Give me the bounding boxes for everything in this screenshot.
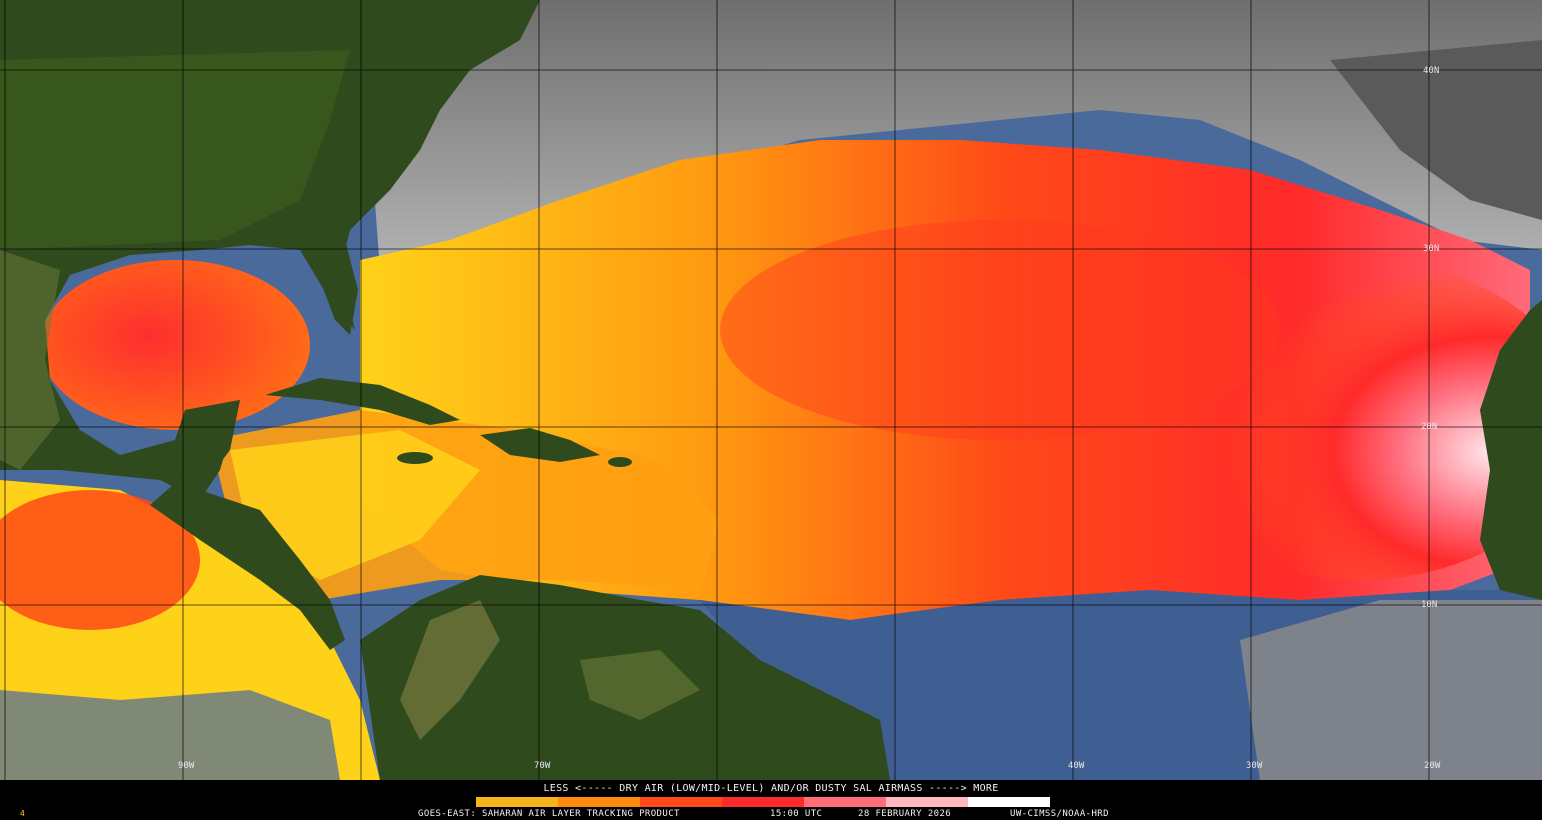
land-cuba: [265, 378, 460, 425]
legend-text: LESS <----- DRY AIR (LOW/MID-LEVEL) AND/…: [543, 783, 999, 794]
frame-number: 4: [20, 809, 25, 818]
color-scale-bar: [476, 797, 1050, 807]
pacific-red-swirl: [0, 490, 200, 630]
colorbar-segment: [886, 797, 969, 807]
lon-label-70w: 70W: [534, 761, 551, 771]
cloud-dark-east: [1330, 40, 1542, 220]
graticule: [0, 0, 1542, 780]
land-jamaica: [397, 452, 433, 464]
land-hispaniola: [480, 428, 600, 462]
lon-label-90w: 90W: [178, 761, 195, 771]
pacific-clear: [0, 690, 340, 780]
lon-label-20w: 20W: [1424, 761, 1441, 771]
product-time: 15:00 UTC: [770, 809, 823, 819]
sal-dense-core: [1140, 260, 1542, 580]
colorbar-segment: [640, 797, 723, 807]
product-title: GOES-EAST: SAHARAN AIR LAYER TRACKING PR…: [418, 809, 680, 819]
land-guiana-highlands: [580, 650, 700, 720]
colorbar-segment: [558, 797, 641, 807]
colorbar-segment: [968, 797, 1050, 807]
cloud-southeast: [1240, 600, 1542, 780]
gulf-of-mexico-sal: [40, 260, 310, 430]
colorbar-segment: [722, 797, 805, 807]
lat-label-20n: 20N: [1421, 422, 1437, 432]
land-andes-dry: [400, 600, 500, 740]
lat-label-10n: 10N: [1421, 600, 1437, 610]
lat-label-40n: 40N: [1423, 66, 1439, 76]
lat-label-30n: 30N: [1423, 244, 1439, 254]
land-africa: [1480, 300, 1542, 600]
product-credit: UW-CIMSS/NOAA-HRD: [1010, 809, 1109, 819]
colorbar-segment: [804, 797, 887, 807]
product-date: 28 FEBRUARY 2026: [858, 809, 952, 819]
land-florida: [300, 240, 358, 335]
lon-label-30w: 30W: [1246, 761, 1263, 771]
colorbar-segment: [476, 797, 559, 807]
satellite-map: 40N 30N 20N 10N 90W 70W 40W 30W 20W: [0, 0, 1542, 780]
cloud-band-north: [360, 0, 1542, 270]
caribbean-yellow: [230, 430, 480, 580]
land-puerto-rico: [608, 457, 632, 467]
lon-label-40w: 40W: [1068, 761, 1085, 771]
land-mexico-dry: [0, 250, 60, 470]
product-info-line: GOES-EAST: SAHARAN AIR LAYER TRACKING PR…: [0, 809, 1542, 820]
land-central-america: [150, 400, 345, 650]
land-us-interior: [0, 50, 350, 250]
sal-mid-core: [720, 220, 1280, 440]
